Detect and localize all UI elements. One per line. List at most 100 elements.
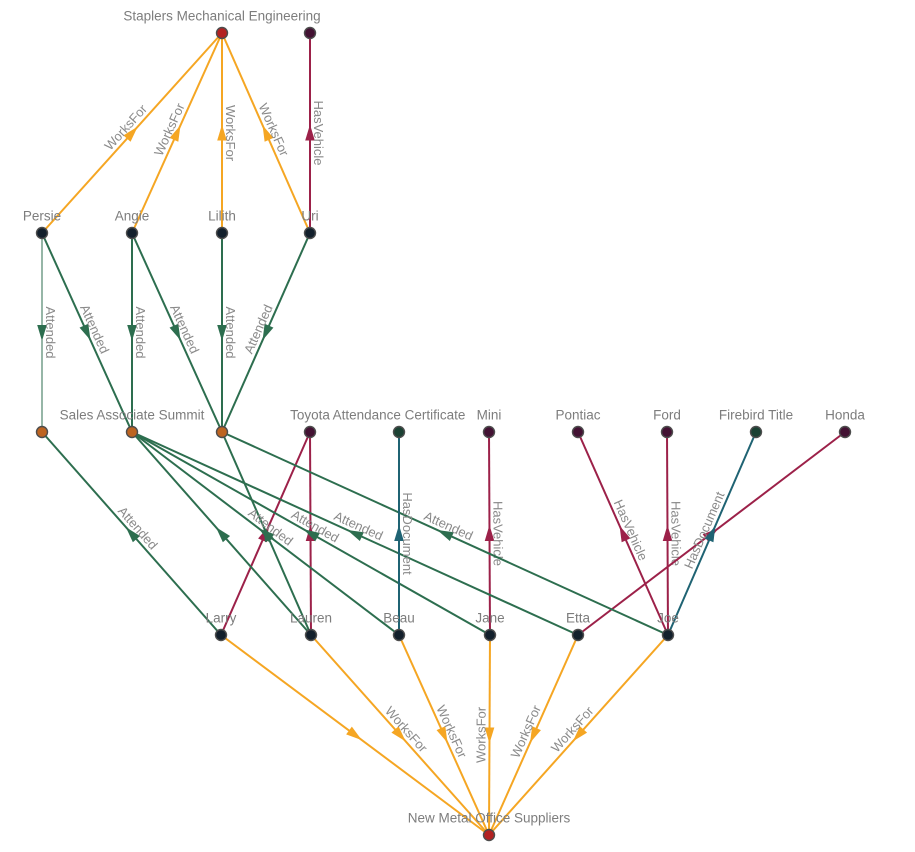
- edge-label-worksfor: WorksFor: [101, 101, 150, 153]
- node-label-layer: Staplers Mechanical Engineering Persie Ang…: [23, 9, 866, 826]
- node-persie[interactable]: [35, 226, 49, 240]
- edge-label-attended: Attended: [223, 306, 238, 358]
- edge-label-attended: Attended: [115, 503, 161, 552]
- hasvehicle-arrow-icon: [662, 525, 673, 542]
- attended-arrow-icon: [262, 323, 274, 341]
- node-vehicle_top[interactable]: [303, 26, 317, 40]
- node-joe[interactable]: [661, 628, 675, 642]
- node-mini[interactable]: [482, 425, 496, 439]
- node-label-angie: Angie: [115, 209, 150, 224]
- node-nmos[interactable]: [482, 828, 496, 842]
- node-label-persie: Persie: [23, 209, 61, 224]
- node-label-jane: Jane: [475, 611, 504, 626]
- node-beau[interactable]: [392, 628, 406, 642]
- edge-layer: WorksFor WorksFor WorksFor WorksFor WorksFor…: [37, 32, 846, 836]
- node-label-uri: Uri: [301, 209, 318, 224]
- edge-lilith-staplers: WorksFor: [217, 33, 238, 233]
- worksfor-arrow-icon: [123, 126, 138, 142]
- hasdocument-arrow-icon: [394, 525, 404, 541]
- attended-arrow-icon: [217, 325, 227, 341]
- attended-arrow-icon: [215, 527, 231, 543]
- attended-arrow-icon: [303, 529, 320, 542]
- attended-arrow-icon: [127, 325, 137, 341]
- edge-joe-pontiac: HasVehicle: [577, 431, 669, 636]
- node-event_right[interactable]: [215, 425, 229, 439]
- node-label-ford: Ford: [653, 408, 681, 423]
- node-pontiac[interactable]: [571, 425, 585, 439]
- node-event_left[interactable]: [35, 425, 49, 439]
- hasvehicle-arrow-icon: [305, 124, 315, 141]
- node-att_cert[interactable]: [392, 425, 406, 439]
- node-label-lilith: Lilith: [208, 209, 236, 224]
- node-uri[interactable]: [303, 226, 317, 240]
- node-label-beau: Beau: [383, 611, 415, 626]
- node-jane[interactable]: [483, 628, 497, 642]
- node-summit[interactable]: [125, 425, 139, 439]
- edge-label-hasvehicle: HasVehicle: [311, 100, 326, 165]
- edge-label-worksfor: WorksFor: [223, 105, 238, 162]
- node-label-att_cert: Attendance Certificate: [333, 408, 466, 423]
- edge-label-hasdocument: HasDocument: [400, 492, 415, 575]
- edge-etta-summit: Attended: [131, 431, 579, 636]
- edge-larry-nmos: [220, 634, 490, 836]
- node-label-joe: Joe: [657, 611, 679, 626]
- node-layer: [35, 26, 852, 842]
- node-label-nmos: New Metal Office Suppliers: [408, 811, 571, 826]
- edge-jane-nmos: WorksFor: [473, 634, 495, 836]
- node-label-honda: Honda: [825, 408, 865, 423]
- edge-label-hasdocument: HasDocument: [681, 489, 728, 571]
- node-lilith[interactable]: [215, 226, 229, 240]
- edge-larry-event_left: Attended: [41, 431, 222, 636]
- edge-lilith-event_right: Attended: [217, 233, 238, 432]
- worksfor-arrow-icon: [530, 726, 541, 743]
- node-label-lauren: Lauren: [290, 611, 332, 626]
- edge-uri-vehicle_top: HasVehicle: [305, 33, 326, 233]
- node-label-staplers: Staplers Mechanical Engineering: [123, 9, 320, 24]
- attended-arrow-icon: [169, 323, 181, 341]
- worksfor-arrow-icon: [572, 726, 588, 742]
- attended-arrow-icon: [37, 325, 47, 341]
- node-firebird[interactable]: [749, 425, 763, 439]
- worksfor-arrow-icon: [169, 125, 181, 142]
- worksfor-arrow-icon: [391, 726, 406, 742]
- node-honda[interactable]: [838, 425, 852, 439]
- edge-label-hasvehicle: HasVehicle: [668, 501, 683, 566]
- attended-arrow-icon: [437, 529, 454, 541]
- attended-arrow-icon: [79, 323, 91, 341]
- node-label-mini: Mini: [477, 408, 502, 423]
- attended-arrow-icon: [258, 528, 275, 542]
- hasdocument-arrow-icon: [704, 525, 716, 543]
- node-staplers[interactable]: [215, 26, 229, 40]
- node-lauren[interactable]: [304, 628, 318, 642]
- edge-label-hasvehicle: HasVehicle: [490, 501, 505, 566]
- edge-persie-event_left: Attended: [37, 233, 58, 432]
- hasvehicle-arrow-icon: [619, 525, 631, 543]
- worksfor-arrow-icon: [346, 726, 362, 741]
- edge-label-attended: Attended: [43, 306, 58, 358]
- node-angie[interactable]: [125, 226, 139, 240]
- edge-jane-mini: HasVehicle: [484, 431, 506, 636]
- node-label-firebird: Firebird Title: [719, 408, 793, 423]
- attended-arrow-icon: [347, 529, 364, 541]
- edge-label-worksfor: WorksFor: [382, 703, 431, 755]
- node-ford[interactable]: [660, 425, 674, 439]
- worksfor-arrow-icon: [436, 726, 448, 743]
- node-toyota[interactable]: [303, 425, 317, 439]
- worksfor-arrow-icon: [262, 125, 274, 142]
- edge-angie-staplers: WorksFor: [131, 32, 223, 234]
- edge-label-attended: Attended: [133, 306, 148, 358]
- edge-label-worksfor: WorksFor: [548, 703, 597, 755]
- node-label-etta: Etta: [566, 611, 591, 626]
- node-larry[interactable]: [214, 628, 228, 642]
- edge-label-worksfor: WorksFor: [473, 706, 488, 763]
- worksfor-arrow-icon: [217, 124, 227, 141]
- node-label-pontiac: Pontiac: [555, 408, 600, 423]
- hasvehicle-arrow-icon: [484, 525, 495, 542]
- attended-arrow-icon: [125, 527, 141, 543]
- edge-lauren-summit: [131, 431, 312, 636]
- node-etta[interactable]: [571, 628, 585, 642]
- edge-angie-summit: Attended: [127, 233, 148, 432]
- edge-persie-staplers: WorksFor: [41, 32, 223, 234]
